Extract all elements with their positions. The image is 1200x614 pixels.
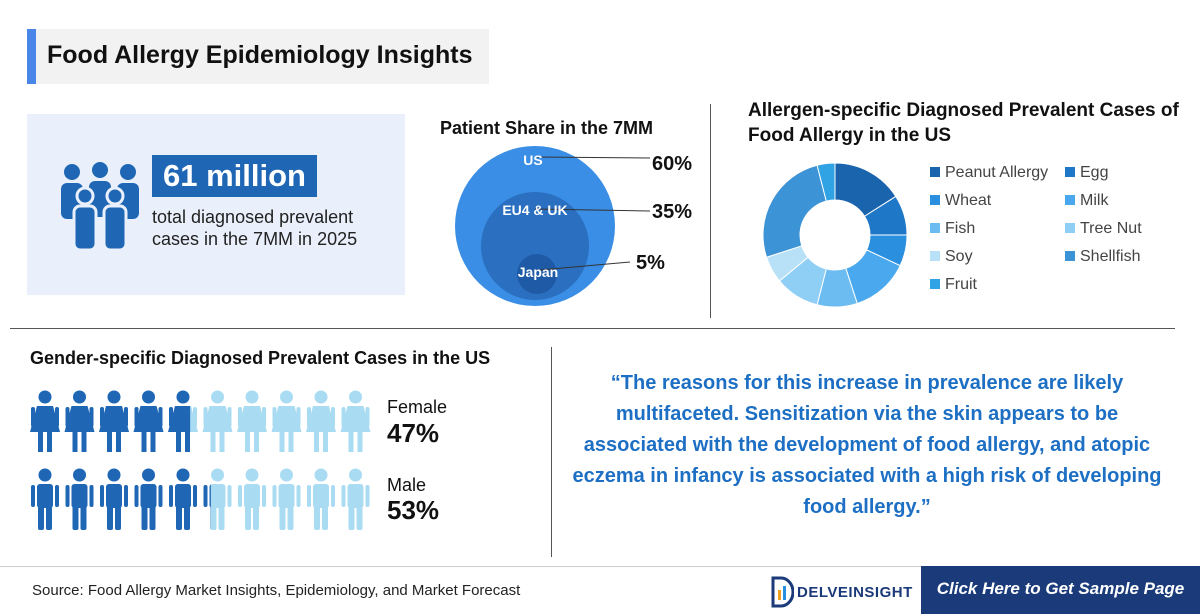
- sample-page-button[interactable]: Click Here to Get Sample Page: [921, 566, 1200, 614]
- legend-label: Tree Nut: [1080, 220, 1142, 237]
- legend-swatch: [1065, 223, 1075, 233]
- divider-vertical-bottom: [551, 347, 552, 557]
- gender-icon-array: [30, 390, 371, 530]
- legend-item-shellfish: Shellfish: [1065, 248, 1140, 266]
- legend-label: Fruit: [945, 276, 977, 293]
- male-person-filled-icon: [31, 468, 59, 530]
- allergen-legend: Peanut Allergy Egg Wheat Milk Fish Tree Nut So…: [930, 164, 1190, 304]
- male-person-icon: [238, 468, 266, 530]
- title-background: [27, 29, 489, 84]
- female-person-icon: [306, 390, 336, 452]
- title-accent-bar: [27, 29, 36, 84]
- legend-label: Wheat: [945, 192, 992, 209]
- legend-label: Shellfish: [1080, 248, 1141, 265]
- male-person-filled-icon: [100, 468, 128, 530]
- total-cases-badge: 61 million: [152, 155, 317, 197]
- divider-horizontal: [10, 328, 1175, 329]
- bubble-japan: [517, 254, 557, 294]
- people-group-icon: [61, 162, 139, 252]
- label-us: US: [523, 152, 542, 168]
- female-person-filled-icon: [99, 390, 129, 452]
- donut-slice-fruit: [816, 162, 836, 202]
- legend-item-fish: Fish: [930, 220, 975, 238]
- legend-label: Soy: [945, 248, 973, 265]
- expert-quote: “The reasons for this increase in preval…: [572, 372, 1162, 518]
- footer-divider: [0, 566, 921, 567]
- divider-vertical-top: [710, 104, 711, 318]
- patient-share-chart: US EU4 & UK Japan 60% 35% 5%: [455, 146, 692, 306]
- patient-share-title: Patient Share in the 7MM: [440, 118, 654, 138]
- female-person-filled-icon: [133, 390, 164, 452]
- total-cases-description: total diagnosed prevalent cases in the 7…: [152, 207, 358, 249]
- female-person-icon: [340, 390, 371, 452]
- source-note: Source: Food Allergy Market Insights, Ep…: [32, 582, 521, 599]
- female-person-icon: [237, 390, 267, 452]
- male-person-icon: [272, 468, 301, 530]
- male-label: Male: [387, 475, 427, 495]
- female-label: Female: [387, 397, 448, 417]
- legend-item-wheat: Wheat: [930, 192, 991, 210]
- legend-item-soy: Soy: [930, 248, 973, 266]
- delveinsight-logo-icon: [771, 576, 794, 608]
- male-person-icon: [307, 468, 335, 530]
- legend-swatch: [930, 279, 940, 289]
- male-person-icon: [341, 468, 370, 530]
- legend-label: Milk: [1080, 192, 1109, 209]
- legend-item-tree-nut: Tree Nut: [1065, 220, 1142, 238]
- allergen-donut-chart: [762, 162, 908, 308]
- legend-label: Fish: [945, 220, 976, 237]
- male-percent: 53%: [387, 495, 440, 525]
- value-japan: 5%: [636, 252, 665, 274]
- legend-label: Egg: [1080, 164, 1109, 181]
- legend-item-egg: Egg: [1065, 164, 1108, 182]
- male-person-icon: [203, 468, 232, 530]
- donut-slice-shellfish: [762, 164, 827, 258]
- female-person-filled-icon: [64, 390, 95, 452]
- label-eu4-uk: EU4 & UK: [502, 202, 567, 218]
- page-title: Food Allergy Epidemiology Insights: [47, 41, 473, 69]
- legend-swatch: [1065, 195, 1075, 205]
- female-person-icon: [202, 390, 233, 452]
- allergen-chart-title: Allergen-specific Diagnosed Prevalent Ca…: [748, 100, 1179, 146]
- legend-item-milk: Milk: [1065, 192, 1108, 210]
- female-person-filled-icon: [30, 390, 60, 452]
- legend-item-fruit: Fruit: [930, 276, 977, 294]
- legend-swatch: [930, 167, 940, 177]
- male-person-filled-icon: [65, 468, 94, 530]
- male-person-filled-icon: [169, 468, 197, 530]
- value-eu4-uk: 35%: [652, 201, 692, 223]
- male-person-filled-icon: [134, 468, 163, 530]
- bubble-eu4-uk: [481, 192, 589, 300]
- label-japan: Japan: [518, 264, 558, 280]
- female-person-icon: [271, 390, 302, 452]
- legend-swatch: [930, 223, 940, 233]
- legend-swatch: [1065, 167, 1075, 177]
- legend-swatch: [930, 195, 940, 205]
- legend-item-peanut-allergy: Peanut Allergy: [930, 164, 1048, 182]
- value-us: 60%: [652, 153, 692, 175]
- legend-label: Peanut Allergy: [945, 164, 1049, 181]
- legend-swatch: [1065, 251, 1075, 261]
- legend-swatch: [930, 251, 940, 261]
- delveinsight-logo: DELVEINSIGHT: [797, 584, 913, 601]
- gender-chart-title: Gender-specific Diagnosed Prevalent Case…: [30, 348, 491, 368]
- female-percent: 47%: [387, 418, 440, 448]
